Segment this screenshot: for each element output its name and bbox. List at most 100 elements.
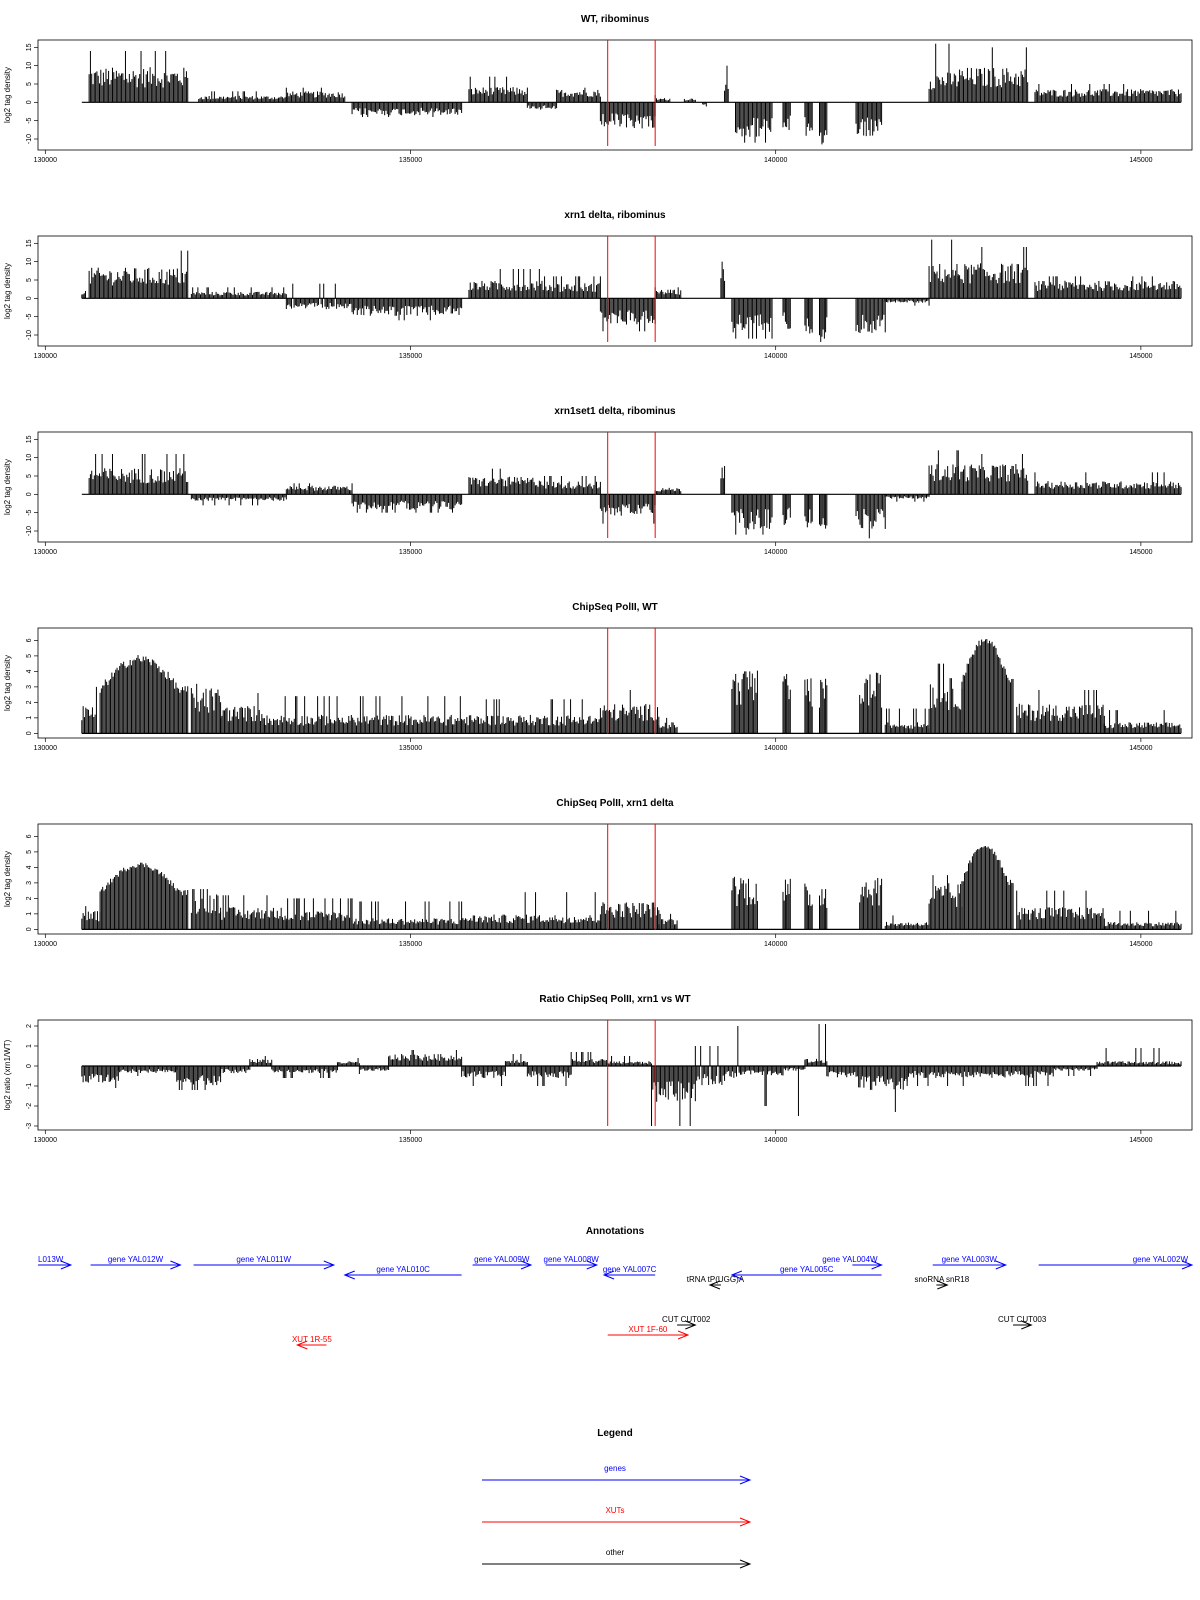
x-tick-label: 140000 xyxy=(764,157,787,164)
data-bars xyxy=(81,846,1182,930)
arrow-head xyxy=(871,1260,883,1270)
x-tick-label: 140000 xyxy=(764,941,787,948)
arrow-head xyxy=(586,1260,599,1270)
legend-title: Legend xyxy=(597,1428,633,1439)
y-tick-label: -1 xyxy=(26,1083,33,1089)
y-tick-label: 10 xyxy=(26,62,33,70)
y-tick-label: 5 xyxy=(26,850,33,854)
x-tick-label: 130000 xyxy=(34,941,57,948)
chart-panel: Ratio ChipSeq PolII, xrn1 vs WT log2 rati… xyxy=(3,994,1193,1144)
annotation-label: XUT 1F-60 xyxy=(628,1325,668,1334)
x-tick-label: 135000 xyxy=(399,549,422,556)
data-bars xyxy=(81,1024,1182,1126)
chart-title: Ratio ChipSeq PolII, xrn1 vs WT xyxy=(539,994,690,1005)
chart-panel: xrn1set1 delta, ribominus log2 tag densit… xyxy=(3,406,1193,556)
y-tick-label: 10 xyxy=(26,258,33,266)
legend-label: XUTs xyxy=(605,1506,624,1515)
x-tick-label: 130000 xyxy=(34,353,57,360)
annotation-label: XUT 1R-55 xyxy=(292,1335,332,1344)
arrow-head xyxy=(937,1280,949,1290)
data-bars xyxy=(81,239,1182,342)
x-tick-label: 130000 xyxy=(34,745,57,752)
y-tick-label: 5 xyxy=(26,82,33,86)
y-tick-label: 4 xyxy=(26,669,33,673)
x-tick-label: 130000 xyxy=(34,157,57,164)
arrow-head xyxy=(323,1260,336,1270)
x-tick-label: 145000 xyxy=(1129,157,1152,164)
x-tick-label: 140000 xyxy=(764,745,787,752)
annotation-label: gene YAL005C xyxy=(780,1265,834,1274)
arrow-head xyxy=(1181,1260,1194,1270)
arrow-head xyxy=(995,1260,1008,1270)
y-tick-label: -10 xyxy=(26,134,33,144)
annotation-label: gene YAL004W xyxy=(822,1255,878,1264)
plot-frame xyxy=(37,431,1193,543)
y-tick-label: 1 xyxy=(26,716,33,720)
y-tick-label: 6 xyxy=(26,834,33,838)
chart-panel: xrn1 delta, ribominus log2 tag density -10… xyxy=(3,210,1193,360)
y-tick-label: 1 xyxy=(26,1044,33,1048)
data-bars xyxy=(81,638,1182,734)
x-tick-label: 135000 xyxy=(399,941,422,948)
plot-frame xyxy=(37,823,1193,935)
y-tick-label: 5 xyxy=(26,278,33,282)
annotation-label: gene YAL012W xyxy=(108,1255,164,1264)
y-tick-label: 5 xyxy=(26,654,33,658)
y-axis-label: log2 tag density xyxy=(3,263,12,319)
y-tick-label: 0 xyxy=(26,296,33,300)
annotation-label: gene YAL007C xyxy=(603,1265,657,1274)
annotations-title: Annotations xyxy=(586,1226,645,1237)
arrow-head xyxy=(602,1270,615,1280)
y-tick-label: -5 xyxy=(26,117,33,123)
y-tick-label: 10 xyxy=(26,454,33,462)
y-tick-label: 0 xyxy=(26,100,33,104)
x-tick-label: 140000 xyxy=(764,549,787,556)
y-axis-label: log2 tag density xyxy=(3,851,12,907)
y-tick-label: -3 xyxy=(26,1123,33,1129)
y-tick-label: 1 xyxy=(26,912,33,916)
y-tick-label: 15 xyxy=(26,43,33,51)
annotation-label: CUT CUT003 xyxy=(998,1315,1047,1324)
legend-arrow-head xyxy=(739,1475,752,1485)
plot-frame xyxy=(37,235,1193,347)
chart-panel: ChipSeq PolII, xrn1 delta log2 tag densit… xyxy=(3,798,1193,948)
x-tick-label: 135000 xyxy=(399,353,422,360)
x-tick-label: 135000 xyxy=(399,745,422,752)
annotation-label: snoRNA snR18 xyxy=(914,1275,969,1284)
arrow-head xyxy=(170,1260,182,1270)
x-tick-label: 145000 xyxy=(1129,549,1152,556)
x-tick-label: 140000 xyxy=(764,1137,787,1144)
chart-title: ChipSeq PolII, xrn1 delta xyxy=(556,798,674,809)
annotation-label: gene YAL009W xyxy=(474,1255,530,1264)
annotation-label: L013W xyxy=(38,1255,64,1264)
annotation-label: gene YAL011W xyxy=(236,1255,291,1264)
annotation-label: gene YAL003W xyxy=(942,1255,998,1264)
x-tick-label: 140000 xyxy=(764,353,787,360)
y-tick-label: 0 xyxy=(26,1064,33,1068)
chart-title: WT, ribominus xyxy=(581,14,650,25)
x-tick-label: 145000 xyxy=(1129,1137,1152,1144)
y-tick-label: 2 xyxy=(26,896,33,900)
y-axis-label: log2 tag density xyxy=(3,67,12,123)
y-tick-label: 3 xyxy=(26,685,33,689)
arrow-head xyxy=(60,1260,73,1270)
y-tick-label: 2 xyxy=(26,1024,33,1028)
y-tick-label: 0 xyxy=(26,731,33,735)
y-axis-label: log2 ratio (xrn1/WT) xyxy=(3,1039,12,1110)
y-tick-label: -5 xyxy=(26,509,33,515)
annotation-label: gene YAL002W xyxy=(1133,1255,1189,1264)
x-tick-label: 130000 xyxy=(34,1137,57,1144)
y-tick-label: 0 xyxy=(26,492,33,496)
arrow-head xyxy=(520,1260,533,1270)
y-axis-label: log2 tag density xyxy=(3,459,12,515)
y-tick-label: 3 xyxy=(26,881,33,885)
y-tick-label: -10 xyxy=(26,330,33,340)
arrow-head xyxy=(708,1280,721,1290)
y-tick-label: 6 xyxy=(26,638,33,642)
annotations-track: Annotations L013W gene YAL012W gene YAL011W… xyxy=(38,1226,1194,1350)
plot-frame xyxy=(37,627,1193,739)
y-tick-label: -5 xyxy=(26,313,33,319)
plot-frame xyxy=(37,39,1193,151)
data-bars xyxy=(88,450,1182,539)
